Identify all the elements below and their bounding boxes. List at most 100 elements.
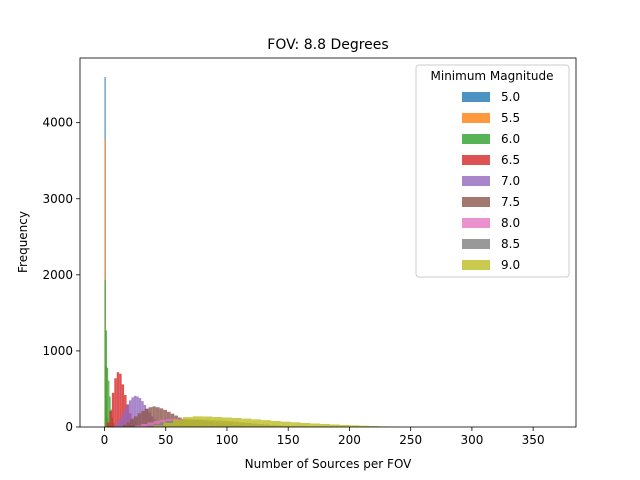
histogram-bar bbox=[155, 407, 160, 427]
legend-swatch bbox=[462, 113, 490, 123]
histogram-bar bbox=[119, 418, 122, 427]
histogram-bar bbox=[135, 425, 142, 427]
histogram-bar bbox=[126, 422, 131, 427]
x-tick-label: 150 bbox=[277, 433, 300, 447]
x-tick-label: 350 bbox=[522, 433, 545, 447]
histogram-bar bbox=[136, 396, 139, 427]
legend-label: 7.5 bbox=[501, 195, 520, 209]
legend-label: 6.5 bbox=[501, 153, 520, 167]
y-tick-label: 0 bbox=[65, 420, 73, 434]
legend-swatch bbox=[462, 218, 490, 228]
histogram-bar bbox=[159, 422, 166, 427]
histogram-bar bbox=[108, 380, 110, 427]
histogram-bar bbox=[109, 411, 112, 427]
histogram-bar bbox=[310, 423, 321, 427]
legend-label: 8.5 bbox=[501, 237, 520, 251]
histogram-bar bbox=[144, 408, 149, 427]
legend: Minimum Magnitude 5.0 5.5 6.0 6.5 7.0 7.5 8.0 8… bbox=[415, 64, 570, 278]
x-axis-ticks: 0 50 100 150 200 250 300 350 bbox=[101, 427, 545, 447]
histogram-bar bbox=[137, 413, 142, 427]
histogram-bar bbox=[116, 422, 120, 427]
y-axis-label: Frequency bbox=[16, 211, 30, 273]
histogram-bar bbox=[271, 420, 281, 427]
legend-swatch bbox=[462, 197, 490, 207]
histogram-bar bbox=[359, 425, 370, 427]
histogram-bar bbox=[111, 392, 115, 427]
histogram-bar bbox=[251, 419, 262, 427]
histogram-bar bbox=[212, 416, 223, 427]
histogram-bar bbox=[114, 425, 117, 427]
legend-items: 5.0 5.5 6.0 6.5 7.0 7.5 8.0 8.5 9.0 bbox=[462, 90, 520, 272]
histogram-bar bbox=[153, 423, 160, 427]
histogram-bar bbox=[148, 407, 153, 427]
legend-swatch bbox=[462, 176, 490, 186]
legend-label: 8.0 bbox=[501, 216, 520, 230]
histogram-bar bbox=[153, 420, 160, 427]
legend-label: 6.0 bbox=[501, 132, 520, 146]
histogram-bar bbox=[133, 416, 138, 427]
x-tick-label: 50 bbox=[158, 433, 173, 447]
histogram-bar bbox=[121, 414, 125, 427]
histogram-bar bbox=[163, 409, 167, 427]
x-tick-label: 300 bbox=[460, 433, 483, 447]
histogram-bar bbox=[147, 425, 154, 427]
histogram-bar bbox=[163, 422, 174, 427]
histogram-bar bbox=[290, 422, 301, 427]
histogram-bar bbox=[329, 424, 340, 427]
histogram-bar bbox=[349, 425, 360, 427]
histogram-bar bbox=[320, 423, 330, 427]
y-axis-ticks: 0 1000 2000 3000 4000 bbox=[42, 116, 80, 434]
histogram-bar bbox=[133, 395, 137, 427]
histogram-bar bbox=[122, 424, 127, 427]
histogram-bar bbox=[192, 416, 203, 427]
x-tick-label: 200 bbox=[338, 433, 361, 447]
histogram-bar bbox=[182, 417, 193, 427]
histogram-bar bbox=[159, 408, 164, 427]
histogram-bar bbox=[104, 280, 106, 427]
legend-box bbox=[415, 64, 570, 278]
legend-swatch bbox=[462, 155, 490, 165]
histogram-bar bbox=[151, 416, 154, 427]
histogram-bar bbox=[128, 400, 132, 427]
histogram-bar bbox=[114, 378, 117, 427]
histogram-bar bbox=[147, 422, 154, 427]
y-tick-label: 3000 bbox=[42, 192, 73, 206]
histogram-bar bbox=[153, 425, 164, 427]
legend-title: Minimum Magnitude bbox=[431, 69, 554, 83]
plot-frame bbox=[79, 57, 577, 428]
histogram-bar bbox=[119, 373, 122, 427]
histogram-bar bbox=[106, 422, 110, 427]
histogram-bar bbox=[241, 418, 252, 427]
x-axis-label: Number of Sources per FOV bbox=[245, 457, 413, 471]
legend-label: 9.0 bbox=[501, 258, 520, 272]
x-tick-label: 250 bbox=[399, 433, 422, 447]
histogram-bar bbox=[369, 426, 379, 427]
histogram-bar bbox=[280, 421, 291, 427]
legend-swatch bbox=[462, 134, 490, 144]
histogram-bar bbox=[121, 384, 125, 427]
histogram-bar bbox=[339, 424, 350, 427]
histogram-bar bbox=[202, 416, 213, 427]
y-tick-label: 1000 bbox=[42, 344, 73, 358]
histogram-bar bbox=[106, 367, 109, 427]
y-tick-label: 2000 bbox=[42, 268, 73, 282]
histogram-bar bbox=[131, 397, 134, 427]
histogram-bar bbox=[126, 404, 129, 427]
histogram-bars bbox=[104, 77, 399, 428]
legend-label: 5.0 bbox=[501, 90, 520, 104]
legend-swatch bbox=[462, 92, 490, 102]
x-tick-label: 100 bbox=[216, 433, 239, 447]
histogram-bar bbox=[222, 417, 232, 427]
histogram-bar bbox=[300, 422, 311, 427]
histogram-bar bbox=[141, 411, 145, 427]
histogram-bar bbox=[173, 419, 183, 427]
chart-title: FOV: 8.8 Degrees bbox=[267, 37, 388, 53]
legend-swatch bbox=[462, 239, 490, 249]
histogram-bar bbox=[231, 418, 242, 427]
histogram-bar bbox=[261, 420, 272, 427]
histogram-bar bbox=[116, 372, 120, 427]
histogram-bar bbox=[138, 398, 142, 427]
histogram-bar bbox=[105, 330, 107, 427]
histogram-bar bbox=[130, 419, 134, 427]
